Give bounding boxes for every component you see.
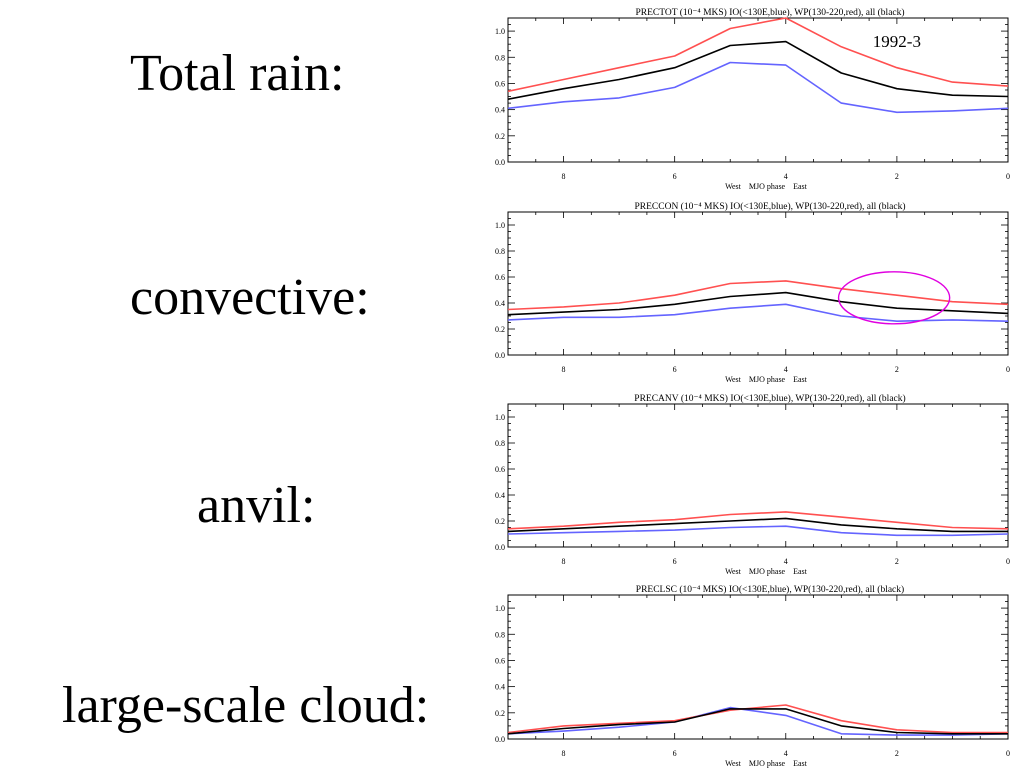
series-line-black [507,291,1009,316]
y-tick-label: 0.4 [495,299,505,308]
x-tick-label: 6 [673,557,677,566]
plot-frame [507,17,1009,163]
x-tick-label: 2 [895,557,899,566]
y-tick-label: 0.8 [495,439,505,448]
label-total-rain: Total rain: [130,45,345,102]
x-tick-label: 4 [784,365,788,374]
series-line-black [507,708,1008,735]
y-tick-label: 0.4 [495,106,505,115]
y-tick-label: 0.4 [495,683,505,692]
x-tick-label: 4 [784,557,788,566]
x-tick-label: 8 [562,749,566,758]
highlight-ellipse [837,271,951,325]
y-tick-label: 0.2 [495,325,505,334]
chart-panel-1: 0.0 0.2 0.4 0.6 0.8 1.0 8 6 4 2 0 PRECTOT (10⁻⁴ MKS… [495,7,1010,191]
series-line-red [507,704,1008,734]
label-convective: convective: [130,269,370,326]
x-tick-label: 6 [673,365,677,374]
x-tick-label: 0 [1006,557,1010,566]
y-tick-label: 0.6 [495,79,505,88]
series-line-black [507,517,1008,533]
series-line-red [507,280,1009,311]
chart-title: PRECANV (10⁻⁴ MKS) IO(<130E,blue), WP(13… [634,393,905,404]
series-line-blue [507,706,1009,736]
x-tick-label: 0 [1006,749,1010,758]
plot-frame [507,594,1009,740]
y-tick-label: 0.8 [495,247,505,256]
y-tick-label: 0.8 [495,53,505,62]
x-axis-label: West MJO phase East [725,567,808,576]
x-axis-label: West MJO phase East [725,759,808,768]
x-tick-label: 8 [562,557,566,566]
y-tick-label: 0.2 [495,132,505,141]
y-tick-label: 0.0 [495,158,505,167]
series-line-blue [507,303,1009,323]
annotation-text: 1992-3 [873,32,921,51]
y-tick-label: 1.0 [495,27,505,36]
y-tick-label: 1.0 [495,604,505,613]
chart-title: PRECLSC (10⁻⁴ MKS) IO(<130E,blue), WP(13… [636,584,904,595]
x-tick-label: 2 [895,749,899,758]
y-tick-label: 0.6 [495,656,505,665]
plot-frame [507,211,1009,356]
y-tick-label: 0.6 [495,273,505,282]
y-tick-label: 0.2 [495,517,505,526]
y-tick-label: 0.0 [495,735,505,744]
series-line-blue [507,525,1009,537]
series-line-blue [507,61,1009,114]
x-tick-label: 8 [562,172,566,181]
series-line-red [507,17,1009,93]
y-tick-label: 0.8 [495,630,505,639]
chart-title: PRECCON (10⁻⁴ MKS) IO(<130E,blue), WP(13… [634,201,905,212]
chart-title: PRECTOT (10⁻⁴ MKS) IO(<130E,blue), WP(13… [635,7,904,18]
x-axis-label: West MJO phase East [725,375,808,384]
y-tick-label: 1.0 [495,221,505,230]
y-tick-label: 1.0 [495,413,505,422]
chart-panel-4: 0.0 0.2 0.4 0.6 0.8 1.0 8 6 4 2 0 PRECLSC (10⁻⁴ MKS… [495,584,1010,768]
x-tick-label: 0 [1006,365,1010,374]
y-tick-label: 0.2 [495,709,505,718]
x-tick-label: 8 [562,365,566,374]
series-line-red [507,511,1009,530]
x-tick-label: 6 [673,172,677,181]
x-axis-label: West MJO phase East [725,182,808,191]
x-tick-label: 4 [784,172,788,181]
x-tick-label: 6 [673,749,677,758]
series-line-black [507,40,1009,100]
y-tick-label: 0.0 [495,543,505,552]
y-tick-label: 0.0 [495,351,505,360]
label-large-scale-cloud: large-scale cloud: [62,677,430,734]
y-tick-label: 0.6 [495,465,505,474]
x-tick-label: 0 [1006,172,1010,181]
x-tick-label: 2 [895,172,899,181]
x-tick-label: 2 [895,365,899,374]
chart-panel-2: 0.0 0.2 0.4 0.6 0.8 1.0 8 6 4 2 0 PRECCON (10⁻⁴ MKS… [495,201,1010,384]
y-tick-label: 0.4 [495,491,505,500]
label-anvil: anvil: [197,477,316,534]
chart-panel-3: 0.0 0.2 0.4 0.6 0.8 1.0 8 6 4 2 0 PRECANV (10⁻⁴ MKS… [495,393,1010,576]
x-tick-label: 4 [784,749,788,758]
